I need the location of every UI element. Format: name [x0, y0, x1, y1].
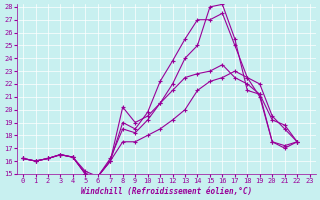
X-axis label: Windchill (Refroidissement éolien,°C): Windchill (Refroidissement éolien,°C) [81, 187, 252, 196]
